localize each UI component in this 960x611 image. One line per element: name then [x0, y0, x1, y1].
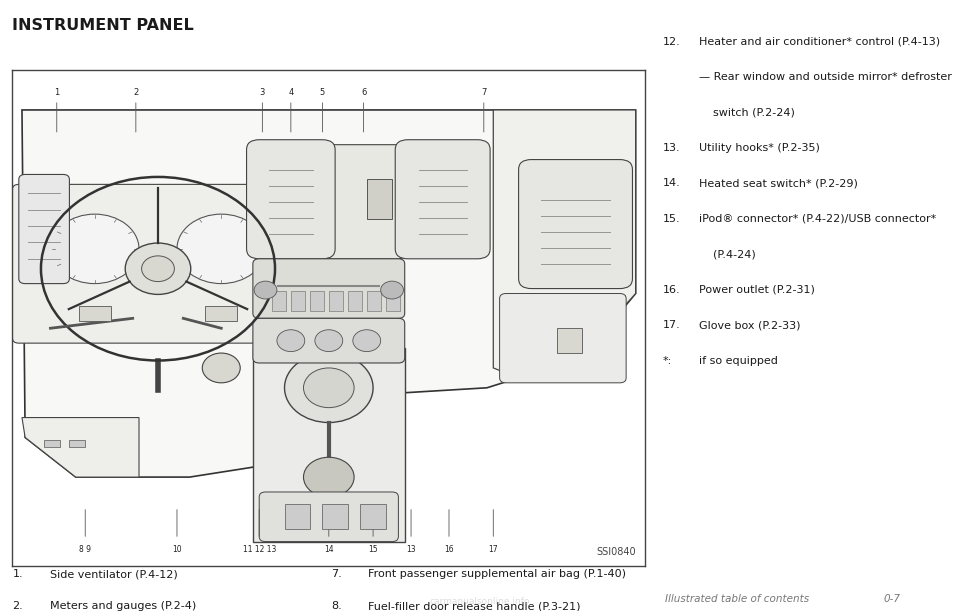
Text: 2: 2	[133, 88, 138, 97]
Text: 8 9: 8 9	[80, 544, 91, 554]
Bar	[272, 291, 286, 311]
Polygon shape	[22, 417, 139, 477]
Text: INSTRUMENT PANEL: INSTRUMENT PANEL	[12, 18, 194, 34]
FancyBboxPatch shape	[252, 259, 405, 318]
Bar	[323, 505, 348, 529]
Text: Illustrated table of contents: Illustrated table of contents	[665, 594, 809, 604]
FancyBboxPatch shape	[19, 175, 69, 284]
Text: 2.: 2.	[12, 601, 23, 611]
Text: 7.: 7.	[331, 569, 342, 579]
Text: Front passenger supplemental air bag (P.1-40): Front passenger supplemental air bag (P.…	[368, 569, 626, 579]
FancyBboxPatch shape	[252, 145, 405, 259]
Bar	[310, 291, 324, 311]
Bar	[360, 505, 386, 529]
Text: switch (P.2-24): switch (P.2-24)	[699, 108, 795, 117]
Text: (P.4-24): (P.4-24)	[699, 249, 756, 259]
Polygon shape	[493, 110, 636, 378]
Circle shape	[254, 281, 276, 299]
Polygon shape	[22, 110, 636, 477]
Text: iPod® connector* (P.4-22)/USB connector*: iPod® connector* (P.4-22)/USB connector*	[699, 214, 936, 224]
FancyBboxPatch shape	[12, 185, 303, 343]
Text: Heated seat switch* (P.2-29): Heated seat switch* (P.2-29)	[699, 178, 857, 188]
Bar	[44, 440, 60, 447]
Circle shape	[177, 214, 266, 284]
Text: 4: 4	[288, 88, 294, 97]
Polygon shape	[252, 348, 405, 541]
Text: 16: 16	[444, 544, 454, 554]
FancyBboxPatch shape	[259, 492, 398, 541]
Text: Fuel-filler door release handle (P.3-21): Fuel-filler door release handle (P.3-21)	[368, 601, 580, 611]
Text: 14.: 14.	[662, 178, 680, 188]
Circle shape	[381, 281, 403, 299]
Text: 12.: 12.	[662, 37, 680, 46]
Text: 1.: 1.	[12, 569, 23, 579]
Bar	[367, 291, 381, 311]
Bar	[328, 291, 343, 311]
Bar	[348, 291, 362, 311]
Text: 15: 15	[369, 544, 378, 554]
Text: 15.: 15.	[662, 214, 680, 224]
Circle shape	[51, 214, 139, 284]
Text: 13: 13	[406, 544, 416, 554]
Text: 13.: 13.	[662, 143, 680, 153]
Bar	[205, 306, 237, 321]
Bar	[284, 505, 310, 529]
Text: *:: *:	[662, 356, 672, 365]
Bar	[557, 328, 582, 353]
Text: — Rear window and outside mirror* defroster: — Rear window and outside mirror* defros…	[699, 72, 951, 82]
Text: 10: 10	[172, 544, 181, 554]
Text: SSI0840: SSI0840	[596, 547, 636, 557]
Circle shape	[303, 368, 354, 408]
Circle shape	[315, 330, 343, 351]
Text: Glove box (P.2-33): Glove box (P.2-33)	[699, 320, 801, 330]
Text: 14: 14	[324, 544, 334, 554]
Text: 3: 3	[260, 88, 265, 97]
Text: 17.: 17.	[662, 320, 680, 330]
Text: 5: 5	[320, 88, 325, 97]
Text: Side ventilator (P.4-12): Side ventilator (P.4-12)	[50, 569, 178, 579]
FancyBboxPatch shape	[252, 318, 405, 363]
Text: 17: 17	[489, 544, 498, 554]
Bar	[367, 180, 392, 219]
Text: Meters and gauges (P.2-4): Meters and gauges (P.2-4)	[50, 601, 196, 611]
Text: Utility hooks* (P.2-35): Utility hooks* (P.2-35)	[699, 143, 820, 153]
FancyBboxPatch shape	[247, 140, 335, 259]
Bar	[291, 291, 304, 311]
Circle shape	[276, 330, 304, 351]
Bar	[69, 440, 85, 447]
Bar	[79, 306, 110, 321]
Text: 7: 7	[481, 88, 487, 97]
Text: 0-7: 0-7	[883, 594, 900, 604]
Text: 8.: 8.	[331, 601, 342, 611]
Circle shape	[203, 353, 240, 383]
Circle shape	[125, 243, 191, 295]
Text: 1: 1	[54, 88, 60, 97]
Text: Power outlet (P.2-31): Power outlet (P.2-31)	[699, 285, 815, 295]
Circle shape	[303, 457, 354, 497]
Circle shape	[142, 256, 175, 282]
Text: 6: 6	[361, 88, 367, 97]
Bar	[386, 291, 399, 311]
FancyBboxPatch shape	[499, 293, 626, 383]
FancyBboxPatch shape	[396, 140, 491, 259]
FancyBboxPatch shape	[518, 159, 633, 288]
Circle shape	[284, 353, 373, 423]
Text: carmanualsonline.info: carmanualsonline.info	[430, 597, 530, 606]
Text: Heater and air conditioner* control (P.4-13): Heater and air conditioner* control (P.4…	[699, 37, 940, 46]
Text: if so equipped: if so equipped	[699, 356, 778, 365]
Circle shape	[353, 330, 381, 351]
Text: 16.: 16.	[662, 285, 680, 295]
Text: 11 12 13: 11 12 13	[243, 544, 276, 554]
